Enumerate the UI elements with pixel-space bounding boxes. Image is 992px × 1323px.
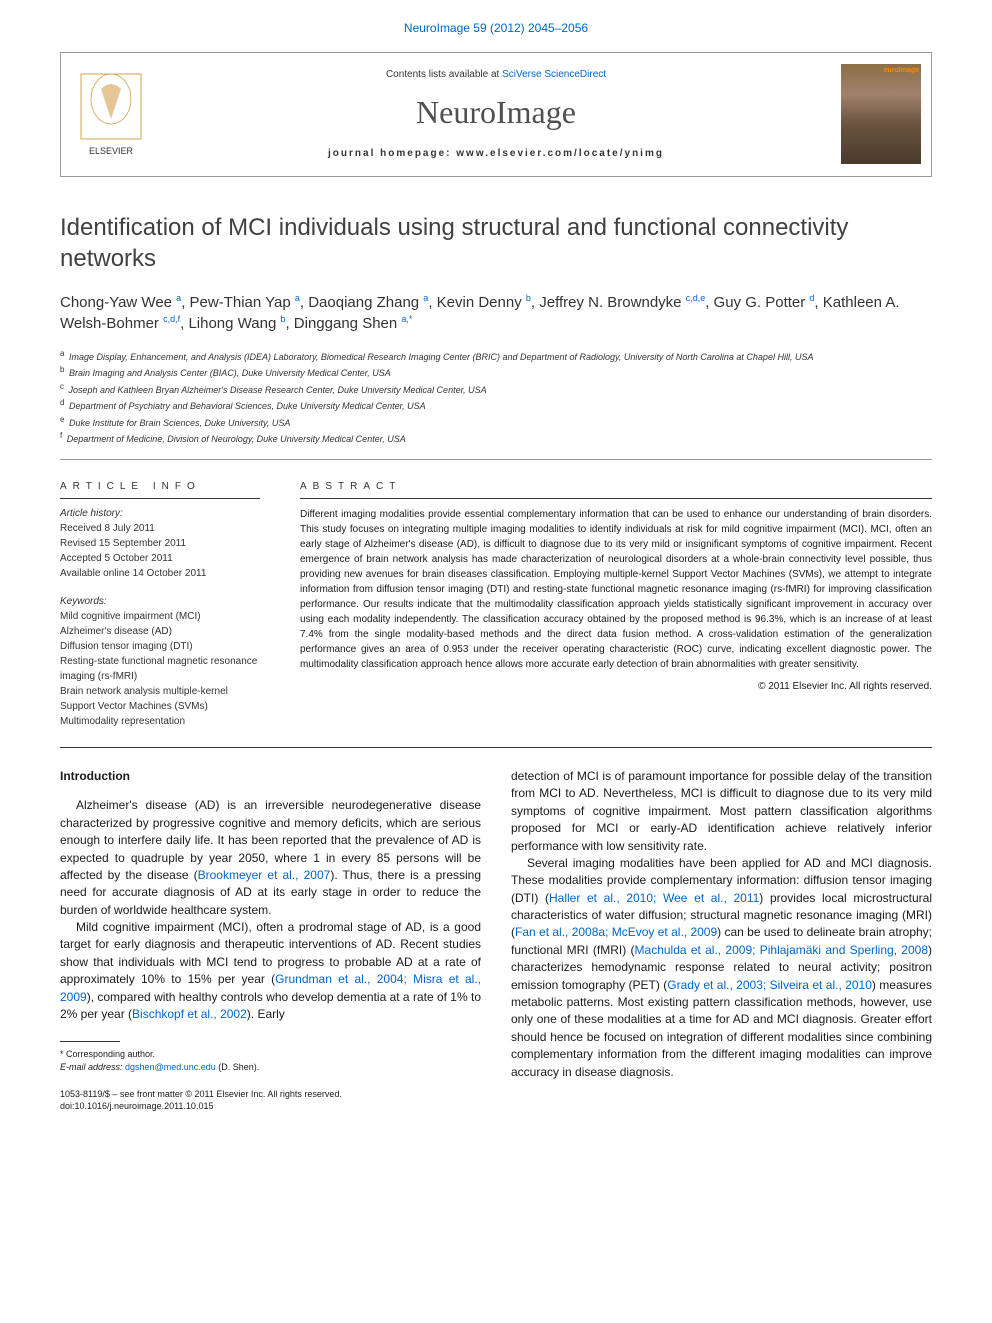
contents-list-label: Contents lists available at SciVerse Sci… [386, 68, 606, 82]
journal-homepage: journal homepage: www.elsevier.com/locat… [328, 147, 664, 161]
authors-list: Chong-Yaw Wee a, Pew-Thian Yap a, Daoqia… [60, 292, 932, 334]
left-column: Introduction Alzheimer's disease (AD) is… [60, 768, 481, 1113]
article-info-column: ARTICLE INFO Article history: Received 8… [60, 480, 260, 729]
article-title: Identification of MCI individuals using … [60, 212, 932, 274]
introduction-heading: Introduction [60, 768, 481, 785]
body-paragraph: Alzheimer's disease (AD) is an irreversi… [60, 797, 481, 919]
reference-link[interactable]: Brookmeyer et al., 2007 [198, 868, 331, 882]
elsevier-logo: ELSEVIER [61, 53, 161, 176]
divider [60, 459, 932, 460]
svg-text:ELSEVIER: ELSEVIER [89, 146, 134, 156]
history-dates: Received 8 July 2011Revised 15 September… [60, 521, 260, 581]
affiliations: a Image Display, Enhancement, and Analys… [60, 348, 932, 447]
keywords-list: Mild cognitive impairment (MCI)Alzheimer… [60, 609, 260, 729]
article-info-label: ARTICLE INFO [60, 480, 260, 494]
divider [300, 498, 932, 499]
abstract-label: ABSTRACT [300, 480, 932, 494]
abstract-column: ABSTRACT Different imaging modalities pr… [300, 480, 932, 729]
journal-title: NeuroImage [416, 90, 576, 135]
corresponding-author: * Corresponding author. [60, 1048, 481, 1061]
footnote-divider [60, 1041, 120, 1042]
history-label: Article history: [60, 507, 260, 521]
copyright-footer: 1053-8119/$ – see front matter © 2011 El… [60, 1088, 481, 1113]
divider [60, 747, 932, 748]
reference-link[interactable]: Fan et al., 2008a; McEvoy et al., 2009 [515, 925, 717, 939]
email-footnote: E-mail address: dgshen@med.unc.edu (D. S… [60, 1061, 481, 1074]
citation-link[interactable]: NeuroImage 59 (2012) 2045–2056 [60, 20, 932, 37]
abstract-text: Different imaging modalities provide ess… [300, 507, 932, 672]
body-paragraph: Several imaging modalities have been app… [511, 855, 932, 1081]
body-paragraph: Mild cognitive impairment (MCI), often a… [60, 919, 481, 1023]
email-link[interactable]: dgshen@med.unc.edu [125, 1062, 216, 1072]
reference-link[interactable]: Machulda et al., 2009; Pihlajamäki and S… [635, 943, 928, 957]
reference-link[interactable]: Bischkopf et al., 2002 [132, 1007, 247, 1021]
right-column: detection of MCI is of paramount importa… [511, 768, 932, 1113]
journal-header: ELSEVIER Contents lists available at Sci… [60, 52, 932, 177]
keywords-label: Keywords: [60, 595, 260, 609]
abstract-copyright: © 2011 Elsevier Inc. All rights reserved… [300, 680, 932, 694]
divider [60, 498, 260, 499]
sciencedirect-link[interactable]: SciVerse ScienceDirect [502, 69, 606, 80]
body-columns: Introduction Alzheimer's disease (AD) is… [60, 768, 932, 1113]
journal-header-center: Contents lists available at SciVerse Sci… [161, 53, 831, 176]
reference-link[interactable]: Grady et al., 2003; Silveira et al., 201… [667, 978, 872, 992]
journal-cover: euroImage [831, 53, 931, 176]
reference-link[interactable]: Haller et al., 2010; Wee et al., 2011 [549, 891, 759, 905]
body-paragraph: detection of MCI is of paramount importa… [511, 768, 932, 855]
